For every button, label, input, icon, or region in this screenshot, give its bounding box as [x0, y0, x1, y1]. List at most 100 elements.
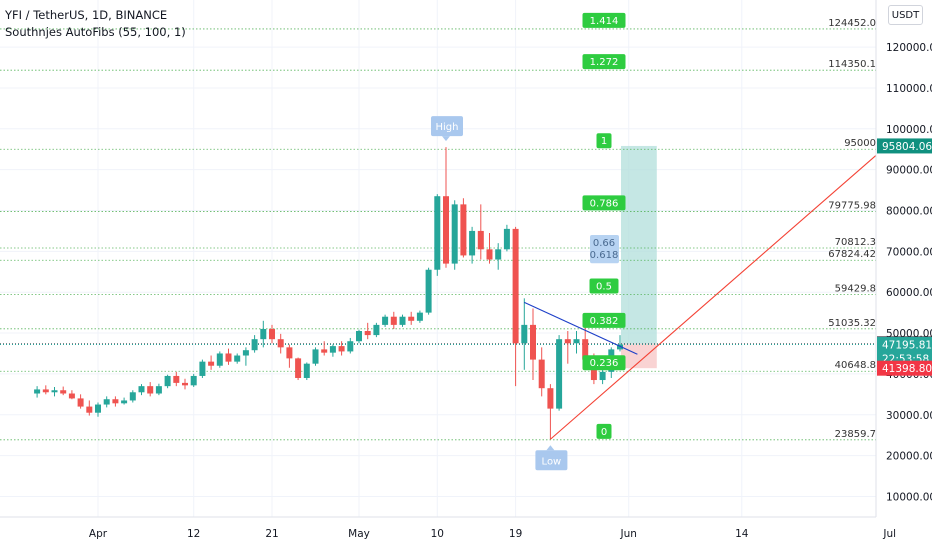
x-tick-label: Apr	[89, 528, 108, 540]
price-label[interactable]: 41398.80	[877, 360, 932, 376]
candle[interactable]	[86, 400, 93, 416]
fib-label-box	[582, 195, 626, 211]
candle[interactable]	[469, 226, 476, 264]
candle[interactable]	[521, 298, 528, 370]
low-marker[interactable]: Low	[535, 445, 568, 471]
candle[interactable]	[530, 308, 536, 381]
candle-body	[155, 386, 162, 394]
candle[interactable]	[103, 396, 110, 408]
candle[interactable]	[303, 362, 310, 381]
candle[interactable]	[312, 347, 319, 366]
candle[interactable]	[77, 394, 84, 409]
candle[interactable]	[425, 267, 432, 315]
candle[interactable]	[260, 320, 267, 348]
candle[interactable]	[460, 198, 467, 258]
candle[interactable]	[486, 232, 493, 264]
candle-body	[425, 269, 432, 313]
candle[interactable]	[242, 347, 249, 366]
candle[interactable]	[329, 344, 336, 357]
candle[interactable]	[382, 314, 389, 327]
fib-label[interactable]: 0 23859.7	[596, 423, 877, 440]
candle[interactable]	[51, 386, 58, 397]
blue-trendline[interactable]	[524, 301, 638, 355]
red-trendline[interactable]	[550, 68, 932, 440]
candle[interactable]	[34, 386, 41, 398]
fib-label-alt[interactable]: 0.660.618	[590, 235, 619, 264]
candle-body	[260, 328, 267, 340]
candle[interactable]	[216, 351, 223, 368]
candle[interactable]	[512, 226, 519, 387]
candle[interactable]	[495, 243, 502, 270]
stop-zone[interactable]	[621, 343, 657, 369]
candle-body	[530, 324, 536, 360]
candle[interactable]	[234, 353, 241, 364]
candle[interactable]	[277, 333, 284, 354]
candle[interactable]	[573, 331, 580, 354]
candle[interactable]	[416, 310, 423, 323]
candle[interactable]	[408, 311, 415, 325]
candle[interactable]	[399, 314, 406, 327]
candle[interactable]	[338, 341, 345, 356]
indicator-title[interactable]: Southnjes AutoFibs (55, 100, 1)	[5, 25, 186, 39]
candle[interactable]	[390, 311, 397, 329]
candle[interactable]	[147, 382, 154, 397]
fib-label[interactable]: 67824.42	[828, 249, 876, 260]
candle[interactable]	[538, 347, 545, 397]
candle[interactable]	[251, 335, 258, 353]
candle[interactable]	[503, 224, 510, 252]
candle[interactable]	[356, 329, 362, 344]
fib-label[interactable]: 70812.3	[835, 237, 876, 248]
candle[interactable]	[68, 390, 75, 400]
candle[interactable]	[155, 383, 162, 396]
fib-label[interactable]: 0.382 51035.32	[582, 312, 877, 329]
candle[interactable]	[347, 337, 354, 354]
candle[interactable]	[547, 384, 554, 440]
fib-label-box	[589, 278, 619, 294]
candle[interactable]	[199, 359, 206, 378]
fib-label[interactable]: 1.272 114350.1	[582, 54, 877, 70]
candle[interactable]	[434, 194, 441, 276]
price-label[interactable]: 95804.06	[877, 138, 932, 154]
candle[interactable]	[225, 348, 232, 365]
candle[interactable]	[286, 344, 293, 368]
candle[interactable]	[443, 147, 449, 268]
symbol-title[interactable]: YFI / TetherUS, 1D, BINANCE	[5, 8, 168, 22]
candle[interactable]	[373, 322, 380, 338]
candle-body	[60, 390, 67, 394]
candle[interactable]	[295, 357, 302, 381]
candle[interactable]	[112, 396, 119, 407]
candle[interactable]	[451, 200, 458, 270]
fib-alt-box	[590, 235, 619, 264]
fib-label[interactable]: 0.5 59429.8	[589, 278, 877, 295]
currency-button[interactable]: USDT	[888, 5, 923, 25]
high-marker[interactable]: High	[431, 116, 463, 142]
candle[interactable]	[477, 204, 484, 260]
candle-body	[486, 249, 493, 260]
fib-label[interactable]: 1 95000	[596, 133, 877, 149]
candle[interactable]	[95, 402, 101, 417]
candle[interactable]	[129, 390, 136, 403]
candle[interactable]	[617, 335, 623, 352]
candle[interactable]	[564, 331, 571, 364]
fib-label[interactable]: 1.414 124452.0	[582, 12, 877, 29]
candle[interactable]	[138, 384, 145, 396]
candle[interactable]	[42, 385, 49, 395]
fib-label[interactable]: 0.786 79775.98	[582, 195, 877, 211]
candle[interactable]	[60, 386, 67, 396]
candle[interactable]	[321, 341, 328, 356]
high-marker-text: High	[436, 122, 459, 133]
fib-alt-text-1: 0.66	[593, 238, 615, 249]
target-zone[interactable]	[621, 145, 657, 344]
candle[interactable]	[173, 371, 180, 387]
candle[interactable]	[182, 378, 188, 390]
candle[interactable]	[208, 355, 215, 370]
candle[interactable]	[164, 374, 171, 389]
candle[interactable]	[556, 335, 563, 411]
candle[interactable]	[190, 373, 197, 387]
candle[interactable]	[121, 397, 128, 405]
candle[interactable]	[364, 322, 371, 340]
candle[interactable]	[269, 324, 275, 344]
fib-label[interactable]: 0.236 40648.8	[582, 355, 877, 371]
